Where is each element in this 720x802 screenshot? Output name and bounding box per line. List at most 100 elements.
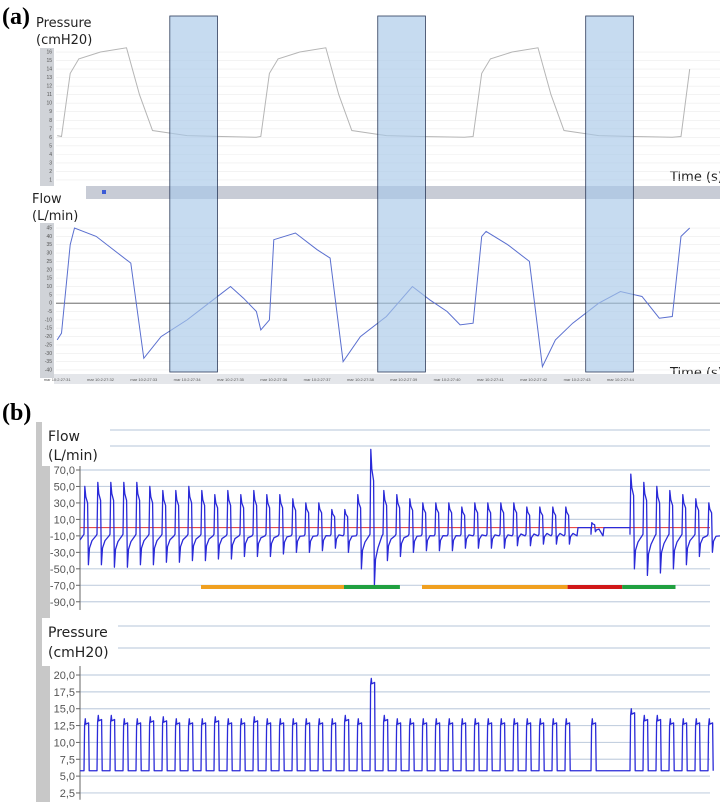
y-tick-label: 70,0 — [54, 465, 75, 477]
pressure-ylabel-line1: Pressure — [36, 16, 92, 31]
y-tick-label: 1 — [49, 177, 52, 183]
y-tick-label: 8 — [49, 118, 52, 124]
y-tick-label: 3 — [49, 160, 52, 166]
x-tick-label: mar 10:2:27:44 — [607, 377, 635, 382]
y-tick-label: 5 — [49, 292, 52, 298]
y-tick-label: 15,0 — [54, 704, 75, 716]
y-tick-label: 25 — [46, 259, 52, 265]
pressure-ylabel-line2: (cmH20) — [36, 33, 92, 48]
y-tick-label: -90,0 — [50, 597, 75, 609]
b-flow-ylabel-line2: (L/min) — [48, 448, 98, 464]
y-tick-label: 50,0 — [54, 481, 75, 493]
y-tick-label: 10,0 — [54, 737, 75, 749]
y-tick-label: 30 — [46, 251, 52, 257]
y-tick-label: 12,5 — [54, 721, 75, 733]
panel-b-axis-strip — [36, 422, 50, 802]
flow-series — [56, 227, 691, 369]
y-tick-label: 5 — [49, 143, 52, 149]
y-tick-label: 10 — [46, 284, 52, 290]
y-tick-label: -25 — [45, 342, 52, 348]
y-tick-label: 35 — [46, 242, 52, 248]
flow-axis-strip — [40, 223, 54, 378]
y-tick-label: 30,0 — [54, 498, 75, 510]
y-tick-label: -5 — [48, 309, 53, 315]
y-tick-label: -10,0 — [50, 531, 75, 543]
pressure-label-box — [42, 618, 118, 666]
y-tick-label: 12 — [46, 84, 52, 90]
x-tick-label: mar 10:2:27:42 — [520, 377, 548, 382]
x-tick-label: mar 10:2:27:40 — [434, 377, 462, 382]
phase-segment — [344, 585, 400, 589]
legend-swatch — [102, 190, 106, 194]
y-tick-label: 20 — [46, 267, 52, 273]
highlight-region — [169, 15, 218, 373]
flow-plot-b: 70,0 50,0 30,0 10,0 -10,0 -30,0 -50,0 -70,0 -90,… — [50, 429, 720, 610]
y-tick-label: -20 — [45, 334, 52, 340]
x-tick-label: mar 10:2:27:41 — [477, 377, 505, 382]
phase-segment — [567, 585, 623, 589]
y-tick-label: 6 — [49, 135, 52, 141]
pressure-series — [80, 677, 714, 772]
b-pressure-ylabel-line2: (cmH20) — [48, 645, 109, 661]
phase-segments — [201, 585, 676, 589]
y-tick-label: -10 — [45, 317, 52, 323]
y-tick-label: 10 — [46, 101, 52, 107]
time-axis-a: mar 10:2:27:31 mar 10:2:27:32 mar 10:2:27:… — [44, 377, 635, 382]
x-tick-label: mar 10:2:27:43 — [564, 377, 592, 382]
y-tick-label: 17,5 — [54, 687, 75, 699]
y-tick-label: 4 — [49, 152, 52, 158]
x-tick-label: mar 10:2:27:39 — [390, 377, 418, 382]
y-tick-label: 2,5 — [60, 788, 75, 800]
y-tick-label: 15 — [46, 276, 52, 282]
y-tick-label: 13 — [46, 75, 52, 81]
pressure-axis-strip — [40, 48, 54, 186]
x-tick-label: mar 10:2:27:33 — [130, 377, 158, 382]
x-tick-label: mar 10:2:27:32 — [87, 377, 115, 382]
y-tick-label: 40 — [46, 234, 52, 240]
x-tick-label: mar 10:2:27:34 — [174, 377, 202, 382]
y-tick-label: 9 — [49, 109, 52, 115]
x-tick-label: mar 10:2:27:36 — [260, 377, 288, 382]
y-tick-label: -30,0 — [50, 547, 75, 559]
phase-segment — [622, 585, 676, 589]
y-tick-label: -15 — [45, 326, 52, 332]
y-tick-label: 14 — [46, 67, 52, 73]
y-tick-label: 16 — [46, 50, 52, 56]
phase-segment — [422, 585, 568, 589]
x-tick-label: mar 10:2:27:31 — [44, 377, 72, 382]
panel-label-b: (b) — [2, 400, 31, 426]
phase-segment — [201, 585, 344, 589]
y-tick-label: 45 — [46, 226, 52, 232]
y-tick-label: -70,0 — [50, 580, 75, 592]
y-tick-label: -50,0 — [50, 564, 75, 576]
b-pressure-ylabel-line1: Pressure — [48, 625, 108, 641]
y-tick-label: 20,0 — [54, 670, 75, 682]
x-tick-label: mar 10:2:27:38 — [347, 377, 375, 382]
flow-ylabel-line1: Flow — [32, 192, 62, 207]
highlight-regions — [169, 15, 634, 373]
pressure-series — [57, 47, 691, 138]
y-tick-label: -40 — [45, 367, 52, 373]
y-tick-label: 10,0 — [54, 514, 75, 526]
y-tick-label: 5,0 — [60, 771, 75, 783]
panel-label-a: (a) — [2, 4, 30, 30]
time-axis-strip — [54, 374, 720, 384]
flow-ylabel-line2: (L/min) — [32, 209, 78, 224]
y-tick-label: 7,5 — [60, 754, 75, 766]
y-tick-label: 2 — [49, 169, 52, 175]
flow-label-box — [42, 422, 108, 466]
x-tick-label: mar 10:2:27:37 — [304, 377, 332, 382]
y-tick-label: 11 — [47, 92, 52, 98]
y-tick-label: -30 — [45, 351, 52, 357]
y-tick-label: -35 — [45, 359, 52, 365]
highlight-region — [377, 15, 426, 373]
flow-series — [79, 448, 720, 586]
pressure-plot-b: 20,0 17,5 15,0 12,5 10,0 7,5 5,0 2,5 — [54, 625, 714, 800]
b-flow-ylabel-line1: Flow — [48, 429, 80, 445]
y-tick-label: 15 — [46, 58, 52, 64]
pressure-xlabel: Time (s) — [669, 170, 720, 185]
highlight-region — [585, 15, 634, 373]
y-tick-label: 7 — [49, 126, 52, 132]
x-tick-label: mar 10:2:27:35 — [217, 377, 245, 382]
